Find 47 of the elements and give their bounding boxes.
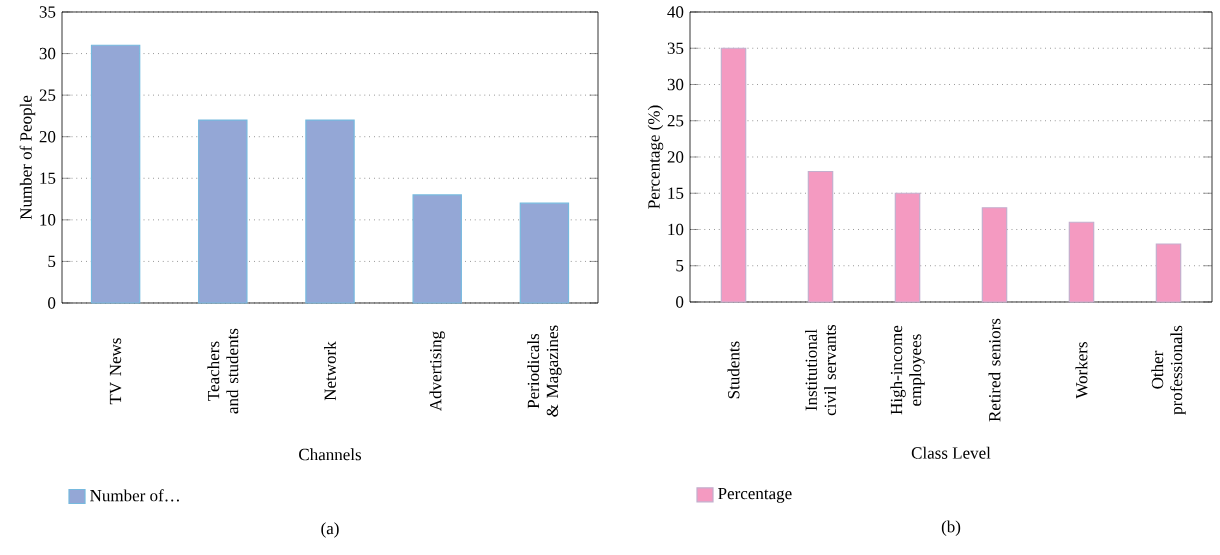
- x-tick-label: Students: [727, 341, 740, 399]
- bar: [90, 44, 141, 304]
- bar: [519, 202, 570, 304]
- y-tick-label: 40: [667, 6, 684, 18]
- y-tick-label: 0: [48, 297, 56, 309]
- y-tick-label: 35: [39, 6, 56, 18]
- bar: [1155, 243, 1182, 303]
- y-axis-title: Percentage (%): [647, 105, 664, 209]
- y-tick-label: 10: [40, 214, 56, 226]
- x-tick-label: Other professionals: [1151, 325, 1186, 415]
- y-tick-label: 15: [668, 187, 684, 199]
- x-tick-label: Periodicals & Magazines: [527, 325, 562, 417]
- y-tick-label: 10: [668, 223, 684, 236]
- x-tick-label: Advertising: [429, 331, 445, 412]
- x-axis-title: Channels: [299, 448, 362, 461]
- y-tick-label: 15: [40, 172, 56, 184]
- y-tick-label: 20: [39, 130, 56, 143]
- bar: [807, 170, 834, 303]
- y-tick-label: 30: [667, 78, 684, 91]
- x-tick-label: High-income employees: [890, 325, 925, 415]
- y-tick-label: 25: [667, 115, 684, 127]
- x-axis-title: Class Level: [911, 446, 991, 459]
- x-tick-label: Workers: [1075, 342, 1088, 399]
- x-tick-label: Retired seniors: [988, 318, 1001, 422]
- y-tick-label: 30: [39, 47, 56, 60]
- x-tick-label: Network: [324, 341, 336, 401]
- legend-label: Percentage: [718, 487, 792, 503]
- y-tick-label: 5: [48, 255, 56, 268]
- bar: [305, 119, 355, 304]
- bar: [981, 207, 1008, 303]
- x-tick-label: Institutional civil servants: [805, 324, 836, 416]
- bar: [1068, 221, 1095, 303]
- y-tick-label: 5: [676, 260, 684, 272]
- text: (a): [321, 522, 339, 538]
- bar: [894, 192, 921, 303]
- text: (b): [941, 520, 961, 536]
- x-tick-label: TV News: [109, 338, 122, 405]
- legend-label: Number of…: [90, 489, 179, 502]
- y-axis-title: Number of People: [19, 95, 36, 220]
- y-tick-label: 20: [667, 151, 684, 163]
- x-tick-label: Teachers and students: [207, 328, 239, 414]
- bar: [412, 194, 462, 304]
- y-tick-label: 0: [676, 296, 684, 308]
- bar: [720, 47, 747, 303]
- y-tick-label: 35: [667, 42, 684, 54]
- y-tick-label: 25: [39, 89, 56, 101]
- bar: [198, 119, 248, 304]
